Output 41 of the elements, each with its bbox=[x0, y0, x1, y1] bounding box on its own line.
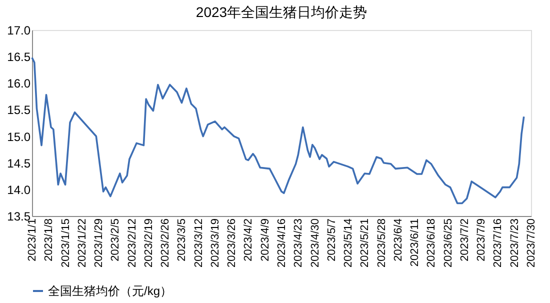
x-tick-label: 2023/7/16 bbox=[492, 218, 504, 268]
x-tick-label: 2023/5/14 bbox=[342, 218, 355, 268]
legend-label: 全国生猪均价（元/kg） bbox=[48, 284, 172, 298]
x-tick-label: 2023/7/30 bbox=[526, 218, 538, 268]
x-tick-label: 2023/6/4 bbox=[392, 218, 404, 262]
x-tick-label: 2023/2/19 bbox=[142, 218, 155, 268]
line-series bbox=[31, 56, 525, 204]
x-tick-label: 2023/1/15 bbox=[60, 218, 72, 268]
x-tick-label: 2023/5/7 bbox=[326, 218, 338, 262]
x-tick-label: 2023/4/2 bbox=[242, 218, 255, 262]
y-tick-label: 17.0 bbox=[7, 24, 31, 38]
y-tick-label: 14.5 bbox=[7, 156, 31, 170]
x-tick-label: 2023/2/26 bbox=[160, 218, 172, 268]
x-tick-label: 2023/1/22 bbox=[76, 218, 88, 268]
x-tick-label: 2023/2/5 bbox=[110, 218, 122, 262]
x-tick-label: 2023/7/9 bbox=[476, 218, 488, 262]
x-tick-label: 2023/1/8 bbox=[43, 218, 56, 262]
x-tick-label: 2023/5/28 bbox=[376, 218, 388, 268]
x-tick-label: 2023/2/12 bbox=[126, 218, 138, 268]
y-tick-label: 16.0 bbox=[7, 76, 31, 91]
x-tick-label: 2023/5/21 bbox=[359, 218, 372, 268]
y-tick-label: 15.5 bbox=[7, 103, 31, 118]
x-tick-label: 2023/7/2 bbox=[458, 218, 471, 262]
x-tick-label: 2023/6/25 bbox=[442, 218, 454, 268]
y-tick-label: 15.0 bbox=[7, 130, 31, 144]
x-tick-label: 2023/3/5 bbox=[176, 218, 188, 262]
x-tick-label: 2023/4/23 bbox=[292, 218, 305, 268]
x-tick-label: 2023/4/30 bbox=[309, 218, 322, 268]
x-tick-label: 2023/3/19 bbox=[209, 218, 222, 268]
x-tick-label: 2023/6/18 bbox=[426, 218, 438, 268]
x-tick-label: 2023/7/23 bbox=[508, 218, 521, 268]
x-tick-label: 2023/1/29 bbox=[93, 218, 106, 268]
x-tick-label: 2023/6/11 bbox=[409, 218, 422, 267]
x-tick-label: 2023/1/1 bbox=[26, 218, 38, 262]
x-tick-label: 2023/3/12 bbox=[192, 218, 205, 268]
y-tick-label: 16.5 bbox=[7, 50, 31, 64]
x-tick-label: 2023/4/16 bbox=[276, 218, 288, 268]
x-tick-label: 2023/3/26 bbox=[226, 218, 238, 268]
chart-title: 2023年全国生猪日均价走势 bbox=[196, 4, 368, 20]
x-tick-label: 2023/4/9 bbox=[259, 218, 272, 262]
y-tick-label: 14.0 bbox=[7, 182, 31, 197]
